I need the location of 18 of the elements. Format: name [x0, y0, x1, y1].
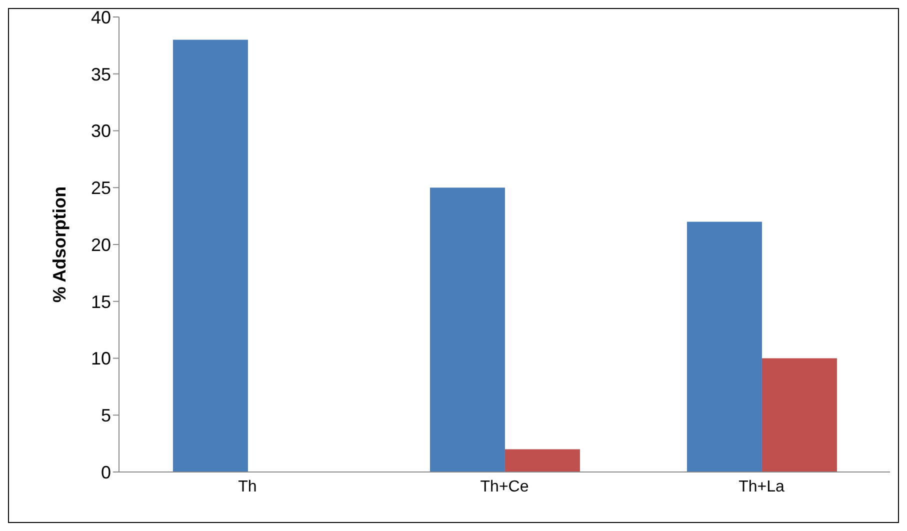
bar — [172, 40, 248, 472]
x-tick-label: Th — [238, 478, 257, 496]
bar — [762, 358, 837, 472]
y-tick-label: 10 — [90, 348, 111, 369]
bar — [686, 222, 762, 472]
y-tick-label: 0 — [100, 462, 111, 482]
y-tick-label: 20 — [90, 234, 111, 255]
y-axis-title: % Adsorption — [49, 186, 70, 303]
y-tick-label: 35 — [90, 64, 111, 84]
x-tick-label: Th+Ce — [480, 478, 529, 496]
y-tick-label: 40 — [90, 7, 111, 28]
y-tick-label: 15 — [90, 292, 111, 312]
y-tick-label: 30 — [90, 121, 111, 142]
bar — [504, 449, 580, 472]
x-tick-label: Th+La — [738, 478, 785, 496]
bar — [430, 188, 505, 472]
y-tick-label: 25 — [90, 178, 111, 198]
y-tick-label: 5 — [100, 406, 111, 426]
